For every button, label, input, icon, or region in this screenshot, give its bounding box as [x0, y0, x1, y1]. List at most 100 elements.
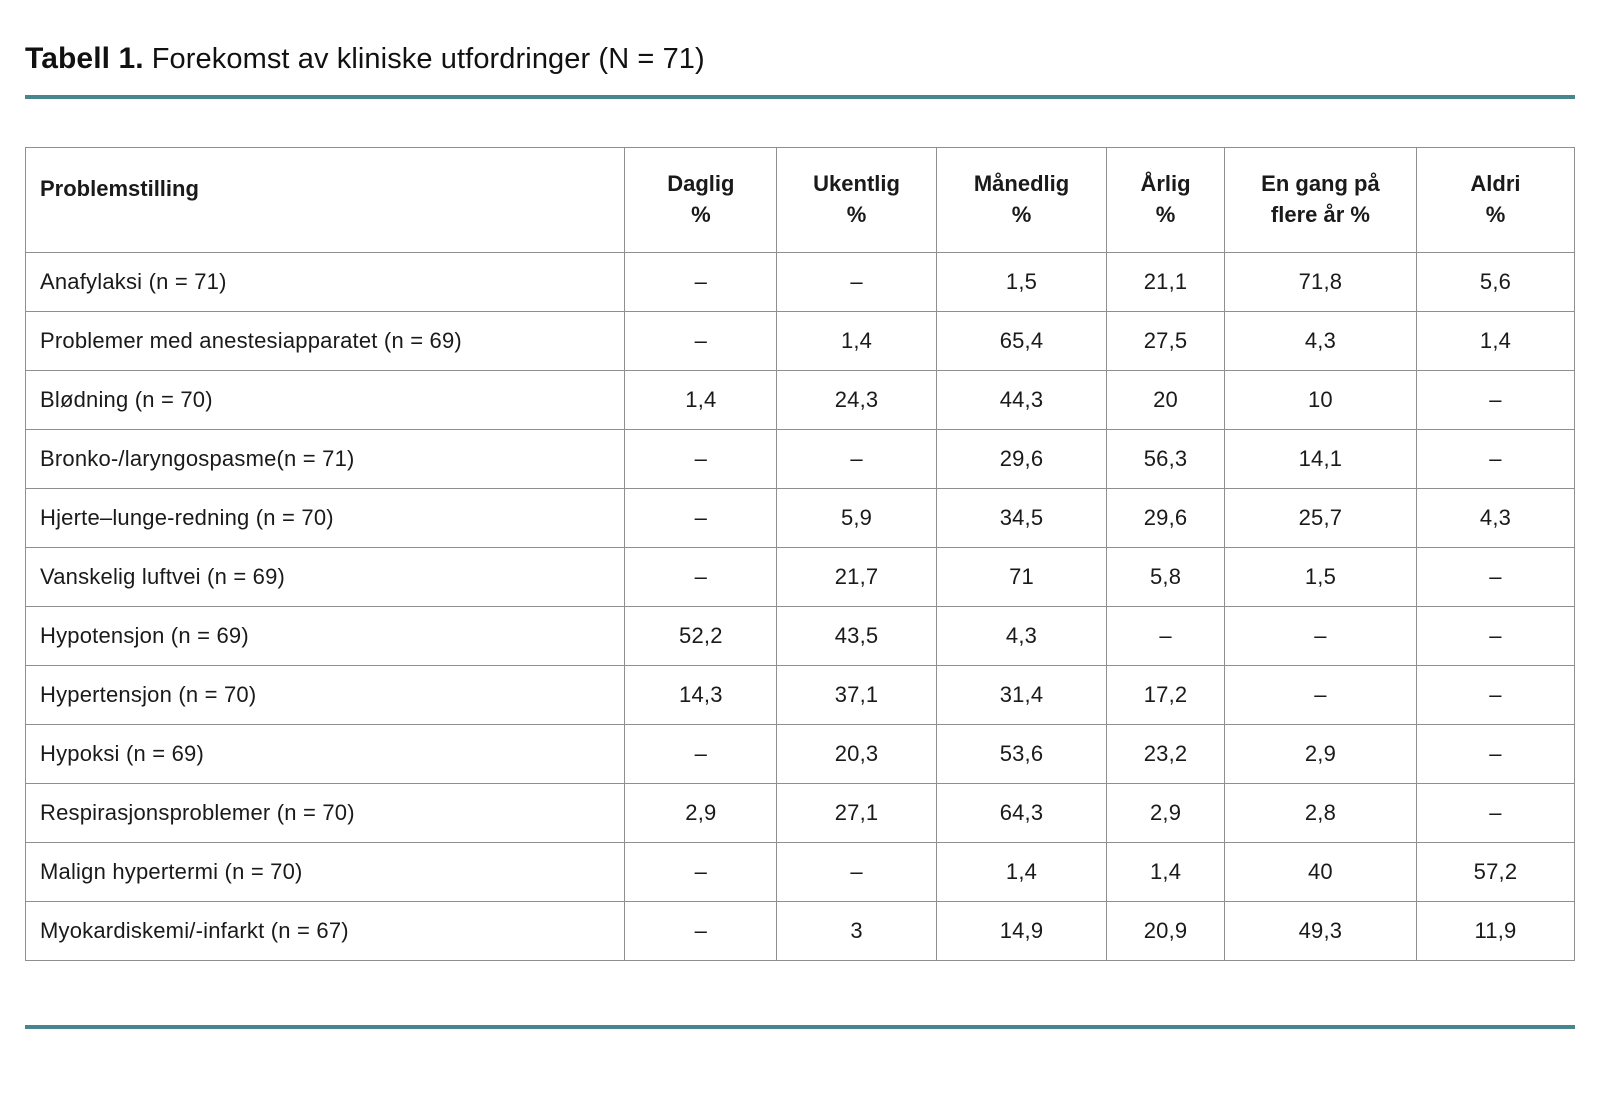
column-header-unit: % — [1155, 201, 1176, 227]
cell-daglig: – — [624, 900, 778, 961]
row-label: Hypotensjon (n = 69) — [24, 605, 626, 666]
cell-arlig: 21,1 — [1106, 251, 1225, 312]
table-number-label: Tabell 1. — [25, 42, 144, 75]
column-header-arlig: Årlig % — [1106, 147, 1225, 253]
cell-daglig: – — [624, 428, 778, 489]
cell-en-gang-pa-flere-ar: 25,7 — [1223, 487, 1417, 548]
column-header-problemstilling: Problemstilling — [24, 147, 626, 253]
cell-arlig: 17,2 — [1106, 664, 1225, 725]
cell-manedlig: 53,6 — [935, 723, 1108, 784]
cell-arlig: 56,3 — [1106, 428, 1225, 489]
cell-aldri: – — [1415, 546, 1576, 607]
cell-arlig: 29,6 — [1106, 487, 1225, 548]
table-title-text: Forekomst av kliniske utfordringer (N = … — [151, 43, 705, 75]
header-row: Problemstilling Daglig % Ukentlig % Måne… — [24, 147, 1576, 253]
table-row: Hypoksi (n = 69) – 20,3 53,6 23,2 2,9 – — [24, 723, 1576, 784]
cell-daglig: – — [624, 546, 778, 607]
column-header-label: Ukentlig — [813, 171, 900, 196]
cell-daglig: 2,9 — [624, 782, 778, 843]
cell-arlig: 20 — [1106, 369, 1225, 430]
column-header-unit: % — [691, 201, 711, 227]
cell-arlig: 27,5 — [1106, 310, 1225, 371]
cell-manedlig: 64,3 — [935, 782, 1108, 843]
row-label: Blødning (n = 70) — [24, 369, 626, 430]
table-row: Myokardiskemi/-infarkt (n = 67) – 3 14,9… — [24, 900, 1576, 961]
column-header-label: Problemstilling — [40, 176, 199, 201]
row-label: Myokardiskemi/-infarkt (n = 67) — [24, 900, 626, 961]
cell-ukentlig: 20,3 — [776, 723, 937, 784]
cell-daglig: 14,3 — [624, 664, 778, 725]
cell-daglig: – — [624, 310, 778, 371]
cell-en-gang-pa-flere-ar: 1,5 — [1223, 546, 1417, 607]
table-row: Anafylaksi (n = 71) – – 1,5 21,1 71,8 5,… — [24, 251, 1576, 312]
cell-arlig: 5,8 — [1106, 546, 1225, 607]
cell-aldri: 5,6 — [1415, 251, 1576, 312]
cell-ukentlig: – — [776, 841, 937, 902]
table-row: Blødning (n = 70) 1,4 24,3 44,3 20 10 – — [24, 369, 1576, 430]
cell-arlig: 2,9 — [1106, 782, 1225, 843]
cell-arlig: 23,2 — [1106, 723, 1225, 784]
cell-en-gang-pa-flere-ar: 4,3 — [1223, 310, 1417, 371]
cell-ukentlig: 3 — [776, 900, 937, 961]
cell-arlig: – — [1106, 605, 1225, 666]
cell-manedlig: 34,5 — [935, 487, 1108, 548]
cell-ukentlig: – — [776, 251, 937, 312]
clinical-challenges-table: Problemstilling Daglig % Ukentlig % Måne… — [24, 147, 1576, 961]
column-header-label: Årlig — [1140, 171, 1191, 196]
cell-aldri: – — [1415, 428, 1576, 489]
column-header-ukentlig: Ukentlig % — [776, 147, 937, 253]
cell-manedlig: 44,3 — [935, 369, 1108, 430]
table-row: Respirasjonsproblemer (n = 70) 2,9 27,1 … — [24, 782, 1576, 843]
cell-manedlig: 4,3 — [935, 605, 1108, 666]
cell-ukentlig: 1,4 — [776, 310, 937, 371]
table-row: Bronko-/laryngospasme(n = 71) – – 29,6 5… — [24, 428, 1576, 489]
cell-ukentlig: 43,5 — [776, 605, 937, 666]
table-row: Malign hypertermi (n = 70) – – 1,4 1,4 4… — [24, 841, 1576, 902]
cell-aldri: – — [1415, 782, 1576, 843]
cell-ukentlig: 24,3 — [776, 369, 937, 430]
row-label: Hjerte–lunge-redning (n = 70) — [24, 487, 626, 548]
column-header-label: Daglig — [667, 171, 735, 196]
cell-en-gang-pa-flere-ar: – — [1223, 664, 1417, 725]
column-header-aldri: Aldri % — [1415, 147, 1576, 253]
table-row: Vanskelig luftvei (n = 69) – 21,7 71 5,8… — [24, 546, 1576, 607]
cell-daglig: 52,2 — [624, 605, 778, 666]
cell-daglig: 1,4 — [624, 369, 778, 430]
table-body: Anafylaksi (n = 71) – – 1,5 21,1 71,8 5,… — [24, 251, 1576, 961]
cell-aldri: 1,4 — [1415, 310, 1576, 371]
cell-ukentlig: 37,1 — [776, 664, 937, 725]
column-header-unit: % — [1485, 201, 1506, 227]
cell-arlig: 20,9 — [1106, 900, 1225, 961]
column-header-label: Månedlig — [973, 171, 1070, 196]
cell-en-gang-pa-flere-ar: 14,1 — [1223, 428, 1417, 489]
cell-aldri: – — [1415, 723, 1576, 784]
table-row: Hjerte–lunge-redning (n = 70) – 5,9 34,5… — [24, 487, 1576, 548]
table-row: Hypertensjon (n = 70) 14,3 37,1 31,4 17,… — [24, 664, 1576, 725]
column-header-unit: flere år % — [1270, 201, 1370, 227]
column-header-label: Aldri — [1470, 171, 1521, 196]
row-label: Hypoksi (n = 69) — [24, 723, 626, 784]
cell-manedlig: 31,4 — [935, 664, 1108, 725]
cell-manedlig: 65,4 — [935, 310, 1108, 371]
page-title: Tabell 1. Forekomst av kliniske utfordrin… — [25, 42, 1575, 76]
row-label: Problemer med anestesiapparatet (n = 69) — [24, 310, 626, 371]
cell-aldri: 57,2 — [1415, 841, 1576, 902]
cell-ukentlig: 27,1 — [776, 782, 937, 843]
cell-daglig: – — [624, 487, 778, 548]
cell-en-gang-pa-flere-ar: – — [1223, 605, 1417, 666]
column-header-unit: % — [1011, 201, 1032, 227]
cell-en-gang-pa-flere-ar: 10 — [1223, 369, 1417, 430]
cell-arlig: 1,4 — [1106, 841, 1225, 902]
cell-en-gang-pa-flere-ar: 2,8 — [1223, 782, 1417, 843]
column-header-daglig: Daglig % — [624, 147, 778, 253]
cell-en-gang-pa-flere-ar: 71,8 — [1223, 251, 1417, 312]
cell-daglig: – — [624, 251, 778, 312]
table-row: Problemer med anestesiapparatet (n = 69)… — [24, 310, 1576, 371]
column-header-en-gang-pa-flere-ar: En gang på flere år % — [1223, 147, 1417, 253]
row-label: Malign hypertermi (n = 70) — [24, 841, 626, 902]
cell-aldri: – — [1415, 605, 1576, 666]
table-row: Hypotensjon (n = 69) 52,2 43,5 4,3 – – – — [24, 605, 1576, 666]
cell-manedlig: 1,5 — [935, 251, 1108, 312]
cell-manedlig: 14,9 — [935, 900, 1108, 961]
bottom-accent-rule — [25, 1024, 1575, 1029]
